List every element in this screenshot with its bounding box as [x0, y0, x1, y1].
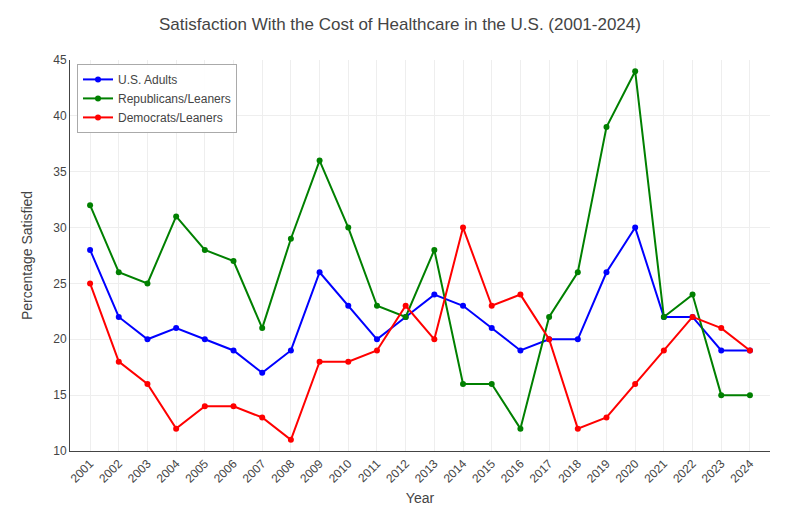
- svg-text:2022: 2022: [670, 457, 699, 486]
- svg-text:Republicans/Leaners: Republicans/Leaners: [118, 92, 231, 106]
- svg-text:2020: 2020: [613, 457, 642, 486]
- svg-text:2005: 2005: [182, 457, 211, 486]
- svg-text:Year: Year: [406, 490, 435, 506]
- svg-text:2024: 2024: [728, 457, 757, 486]
- svg-text:25: 25: [53, 277, 67, 291]
- svg-text:2009: 2009: [297, 457, 326, 486]
- svg-text:45: 45: [53, 53, 67, 67]
- svg-text:2008: 2008: [268, 457, 297, 486]
- svg-text:20: 20: [53, 332, 67, 346]
- svg-text:35: 35: [53, 165, 67, 179]
- svg-text:2010: 2010: [326, 457, 355, 486]
- svg-text:2007: 2007: [240, 457, 269, 486]
- svg-text:2002: 2002: [96, 457, 125, 486]
- svg-text:2004: 2004: [154, 457, 183, 486]
- svg-text:Percentage Satisfied: Percentage Satisfied: [19, 191, 35, 320]
- svg-text:U.S. Adults: U.S. Adults: [118, 73, 177, 87]
- svg-text:2019: 2019: [584, 457, 613, 486]
- svg-text:2015: 2015: [469, 457, 498, 486]
- svg-text:2023: 2023: [699, 457, 728, 486]
- svg-text:2021: 2021: [641, 457, 670, 486]
- svg-text:10: 10: [53, 444, 67, 458]
- svg-text:2012: 2012: [383, 457, 412, 486]
- svg-text:15: 15: [53, 388, 67, 402]
- svg-text:2016: 2016: [498, 457, 527, 486]
- svg-text:30: 30: [53, 221, 67, 235]
- svg-text:2003: 2003: [125, 457, 154, 486]
- svg-text:Satisfaction With the Cost of: Satisfaction With the Cost of Healthcare…: [159, 15, 641, 34]
- svg-text:2011: 2011: [355, 457, 383, 485]
- svg-text:2018: 2018: [555, 457, 584, 486]
- svg-text:2006: 2006: [211, 457, 240, 486]
- svg-text:Democrats/Leaners: Democrats/Leaners: [118, 111, 223, 125]
- svg-text:40: 40: [53, 109, 67, 123]
- svg-text:2001: 2001: [68, 457, 97, 486]
- svg-text:2013: 2013: [412, 457, 441, 486]
- svg-text:2017: 2017: [527, 457, 556, 486]
- svg-text:2014: 2014: [441, 457, 470, 486]
